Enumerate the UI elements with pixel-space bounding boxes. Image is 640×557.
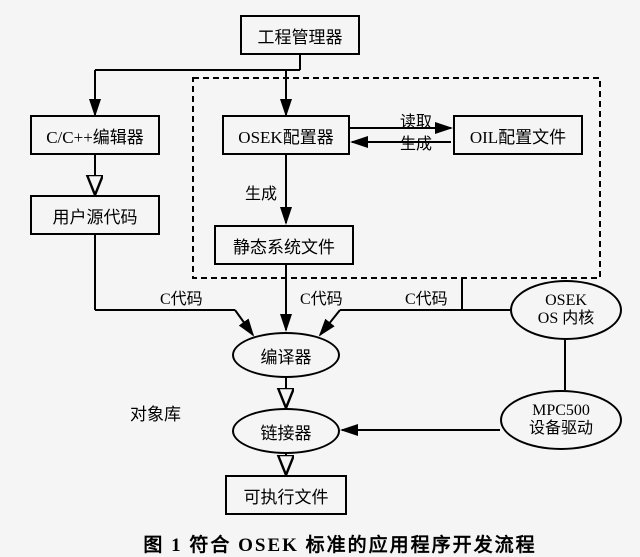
node-label: 静态系统文件 (233, 233, 335, 258)
node-mpc500: MPC500 设备驱动 (500, 390, 622, 450)
label-gen1: 生成 (400, 130, 432, 154)
node-label: 可执行文件 (244, 483, 329, 508)
node-label: 用户源代码 (53, 203, 138, 228)
node-label: C/C++编辑器 (46, 123, 144, 148)
node-linker: 链接器 (232, 408, 340, 454)
label-objlib: 对象库 (130, 400, 181, 425)
node-osek-os: OSEK OS 内核 (510, 280, 622, 340)
label-ccode3: C代码 (405, 285, 448, 309)
node-exe: 可执行文件 (225, 475, 347, 515)
label-ccode1: C代码 (160, 285, 203, 309)
node-label: 编译器 (261, 343, 312, 368)
label-gen2: 生成 (245, 180, 277, 204)
flowchart-canvas: 工程管理器 C/C++编辑器 OSEK配置器 OIL配置文件 用户源代码 静态系… (0, 0, 640, 557)
node-osek-cfg: OSEK配置器 (222, 115, 350, 155)
figure-caption: 图 1 符合 OSEK 标准的应用程序开发流程 (80, 530, 600, 557)
label-read: 读取 (400, 108, 432, 132)
edges-layer (0, 0, 640, 557)
node-label: OIL配置文件 (470, 123, 566, 148)
node-label: MPC500 设备驱动 (529, 402, 593, 437)
label-ccode2: C代码 (300, 285, 343, 309)
node-label: OSEK OS 内核 (538, 292, 594, 327)
node-static-sys: 静态系统文件 (214, 225, 354, 265)
node-cpp-editor: C/C++编辑器 (30, 115, 160, 155)
node-label: 工程管理器 (258, 23, 343, 48)
node-proj-mgr: 工程管理器 (240, 15, 360, 55)
node-oil-cfg: OIL配置文件 (453, 115, 583, 155)
node-label: OSEK配置器 (238, 123, 333, 148)
node-label: 链接器 (261, 419, 312, 444)
node-compiler: 编译器 (232, 332, 340, 378)
node-user-src: 用户源代码 (30, 195, 160, 235)
